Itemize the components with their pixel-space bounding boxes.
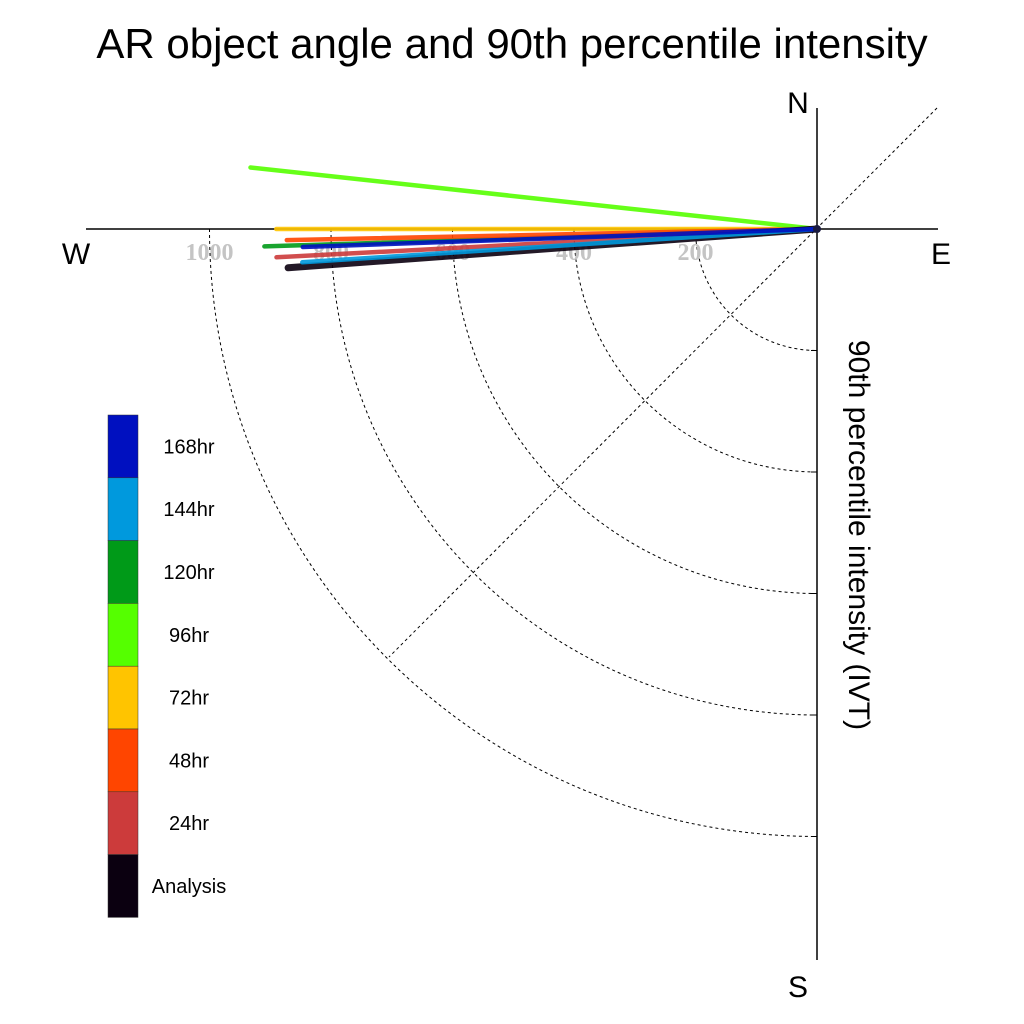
legend-swatch (107, 791, 139, 855)
radial-axis-label: 90th percentile intensity (IVT) (842, 340, 875, 730)
radial-tick-label: 1000 (186, 240, 234, 266)
polar-grid (209, 107, 938, 837)
legend-swatch (107, 414, 139, 479)
legend-swatch (107, 603, 139, 667)
legend: 168hr 144hr 120hr 96hr 72hr 48hr 24hr Analysis (107, 414, 226, 918)
legend-label: 72hr (169, 688, 209, 710)
legend-swatch (107, 854, 139, 918)
compass-south-label: S (788, 971, 808, 1004)
radial-ring (209, 228, 818, 837)
radial-ring (452, 228, 818, 594)
origin-point (813, 225, 821, 233)
series-vector-96hr (248, 165, 820, 232)
series-vectors (248, 165, 821, 272)
legend-swatch (107, 540, 139, 604)
series-vector-144hr (300, 226, 820, 265)
legend-label: 168hr (163, 436, 214, 458)
series-vector-168hr (300, 226, 820, 250)
compass-north-label: N (787, 87, 809, 120)
chart-title: AR object angle and 90th percentile inte… (96, 20, 927, 67)
legend-label: 24hr (169, 813, 209, 835)
compass-east-label: E (931, 238, 951, 271)
legend-label: 96hr (169, 625, 209, 647)
radial-ring (695, 228, 818, 351)
legend-swatch (107, 665, 139, 730)
radial-tick-label: 200 (678, 240, 714, 266)
legend-label: Analysis (152, 876, 226, 898)
compass-west-label: W (62, 238, 91, 271)
legend-label: 48hr (169, 750, 209, 772)
legend-swatch (107, 728, 139, 793)
radial-ring (573, 228, 818, 473)
legend-label: 144hr (163, 499, 214, 521)
legend-swatch (107, 477, 139, 541)
radial-ring (330, 228, 818, 716)
legend-label: 120hr (163, 562, 214, 584)
